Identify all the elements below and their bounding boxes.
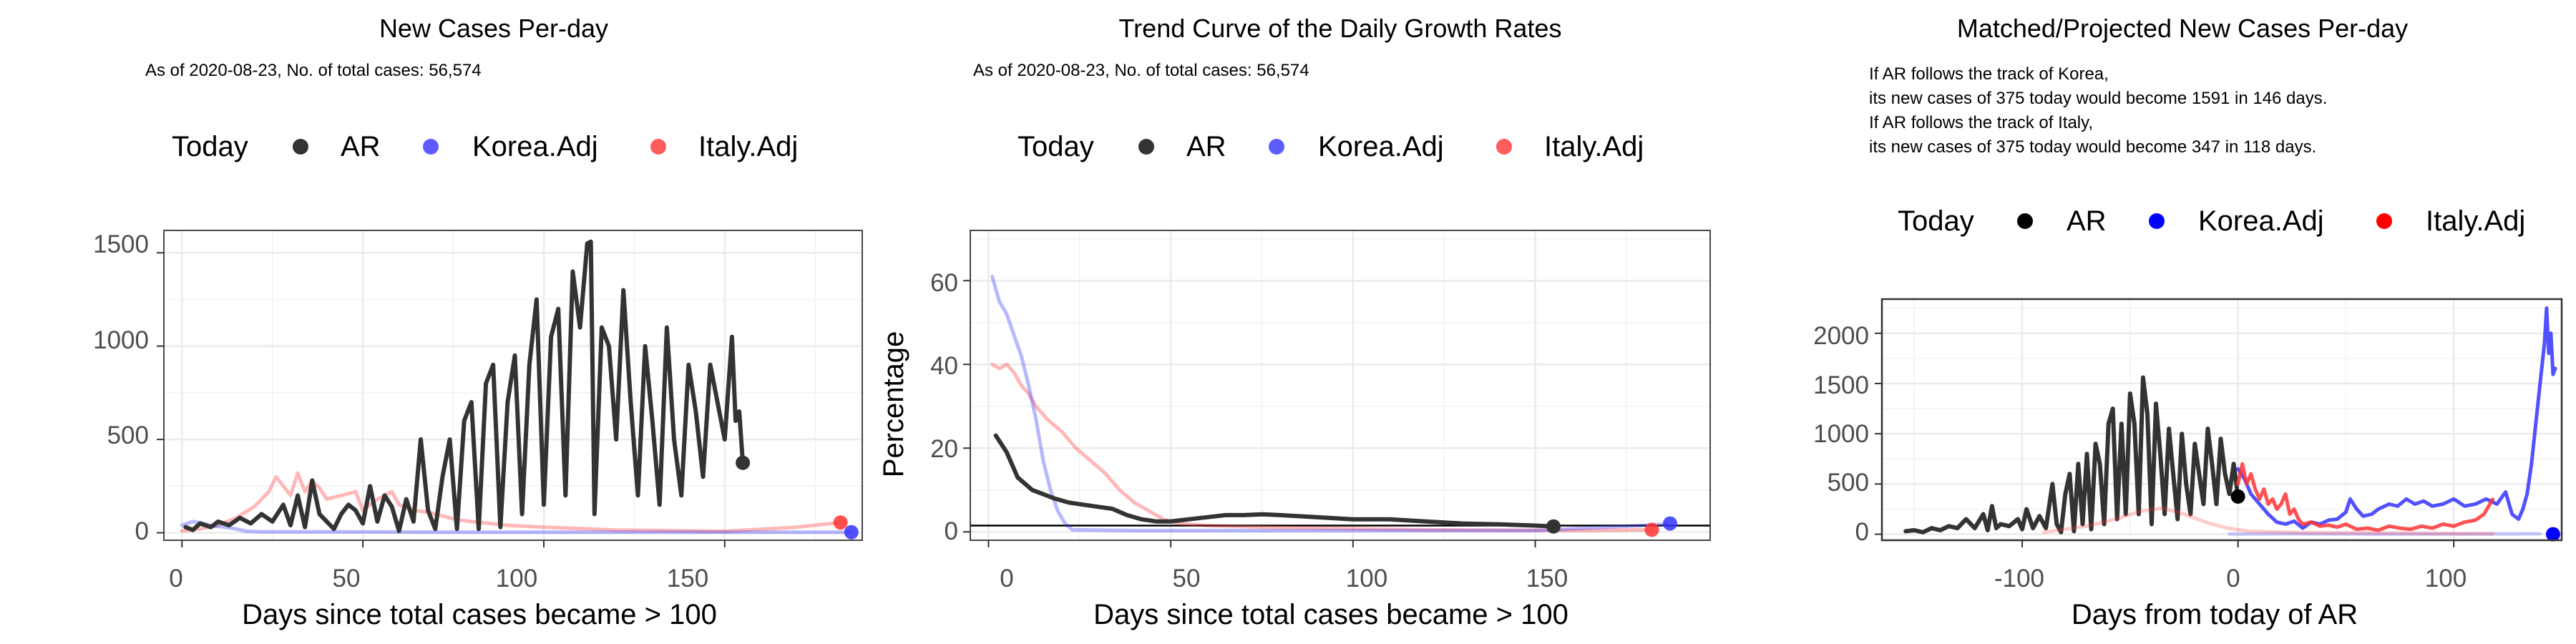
legend-label-ar: AR — [1186, 131, 1226, 162]
endpoint-marker-korea-adj — [844, 525, 859, 540]
legend-key-ar — [2017, 213, 2033, 229]
series-layer — [1903, 306, 2557, 536]
panel2-y-tick: 60 — [930, 269, 958, 297]
legend-label-korea: Korea.Adj — [472, 131, 598, 162]
panel3-x-tick: 100 — [2425, 565, 2467, 592]
panel2-x-tick: 0 — [1000, 565, 1013, 592]
plot-background — [970, 230, 1710, 540]
panel2-x-tick: 50 — [1173, 565, 1201, 592]
panel3-y-tick: 0 — [1855, 518, 1869, 546]
panel3-note: If AR follows the track of Italy, — [1869, 113, 2093, 132]
legend-label-ar: AR — [341, 131, 381, 162]
panel3-plot-area — [1875, 298, 2563, 547]
panel3-note: its new cases of 375 today would become … — [1869, 137, 2316, 157]
endpoint-marker-korea-adj — [2545, 527, 2560, 542]
series-line-ar — [183, 239, 746, 533]
plot-border — [970, 230, 1711, 541]
legend-title: Today — [1898, 205, 1974, 237]
legend-key-ar — [1138, 139, 1154, 155]
panel1-y-tick: 500 — [107, 421, 149, 449]
panel1-y-tick: 1500 — [93, 230, 149, 258]
panel1-x-tick: 100 — [496, 565, 537, 592]
legend-key-korea — [423, 139, 439, 155]
panel3-y-tick: 1000 — [1813, 420, 1869, 448]
panel1-subtitle: As of 2020-08-23, No. of total cases: 56… — [145, 61, 482, 80]
endpoint-marker-ar — [2230, 489, 2245, 504]
plot-background — [164, 230, 862, 540]
panel2-subtitle: As of 2020-08-23, No. of total cases: 56… — [973, 61, 1309, 80]
endpoint-marker-korea-adj — [1662, 516, 1677, 531]
series-line-italy-adj — [990, 362, 1654, 532]
panel3-y-tick: 500 — [1828, 469, 1869, 497]
panel-growth-rates: Trend Curve of the Daily Growth Rates As… — [878, 14, 1711, 630]
legend-key-italy — [650, 139, 666, 155]
panel2-x-tick: 100 — [1346, 565, 1387, 592]
endpoint-marker-ar — [736, 455, 751, 470]
series-layer — [970, 274, 1710, 532]
panel2-y-tick: 40 — [930, 352, 958, 380]
panel3-legend: Today AR Korea.Adj Italy.Adj — [1898, 205, 2525, 237]
endpoint-marker-ar — [1546, 519, 1561, 534]
panel2-y-tick: 20 — [930, 435, 958, 463]
panel2-title: Trend Curve of the Daily Growth Rates — [1119, 14, 1562, 43]
legend-label-italy: Italy.Adj — [2426, 205, 2525, 237]
panel3-y-tick: 1500 — [1813, 371, 1869, 399]
panel1-legend: Today AR Korea.Adj Italy.Adj — [172, 131, 798, 162]
legend-key-korea — [1269, 139, 1284, 155]
series-line-ar — [1903, 375, 2240, 535]
series-line-korea-adj — [2236, 306, 2557, 530]
panel3-note: If AR follows the track of Korea, — [1869, 64, 2109, 84]
endpoint-marker-italy-adj — [833, 515, 848, 530]
legend-key-ar — [293, 139, 308, 155]
panel1-y-tick: 1000 — [93, 326, 149, 354]
panel3-x-tick: 0 — [2226, 565, 2240, 592]
legend-title: Today — [172, 131, 248, 162]
legend-key-italy — [1496, 139, 1512, 155]
panel3-y-tick: 2000 — [1813, 322, 1869, 350]
panel-new-cases: New Cases Per-day As of 2020-08-23, No. … — [93, 14, 863, 630]
panel2-y-tick: 0 — [945, 517, 958, 545]
plot-border — [163, 230, 863, 541]
series-layer — [180, 239, 854, 535]
panel1-x-tick: 50 — [333, 565, 361, 592]
legend-label-korea: Korea.Adj — [1318, 131, 1444, 162]
legend-label-italy: Italy.Adj — [698, 131, 798, 162]
panel1-x-tick: 0 — [169, 565, 182, 592]
series-line-italy-adj — [180, 471, 843, 533]
panel3-x-tick: -100 — [1994, 565, 2044, 592]
panel2-legend: Today AR Korea.Adj Italy.Adj — [1018, 131, 1644, 162]
legend-key-italy — [2376, 213, 2392, 229]
panel3-x-axis-label: Days from today of AR — [2072, 599, 2358, 630]
legend-title: Today — [1018, 131, 1094, 162]
series-line-italy-adj — [2236, 462, 2494, 532]
legend-label-ar: AR — [2067, 205, 2107, 237]
legend-label-korea: Korea.Adj — [2198, 205, 2324, 237]
series-line-korea-adj — [990, 274, 1669, 532]
panel1-title: New Cases Per-day — [379, 14, 608, 43]
panel2-y-axis-label: Percentage — [878, 331, 909, 478]
panel2-plot-area — [963, 230, 1711, 547]
panel1-y-tick: 0 — [135, 517, 149, 545]
panel1-x-tick: 150 — [667, 565, 708, 592]
series-line-italy-adj-faded- — [2041, 506, 2494, 536]
panel2-x-tick: 150 — [1526, 565, 1568, 592]
plot-border — [1880, 298, 2563, 542]
panel3-note: its new cases of 375 today would become … — [1869, 89, 2327, 108]
panel-matched-projected: Matched/Projected New Cases Per-day If A… — [1813, 14, 2563, 630]
panel2-x-axis-label: Days since total cases became > 100 — [1093, 599, 1568, 630]
series-line-ar — [993, 433, 1556, 529]
panel1-plot-area — [157, 230, 863, 547]
panel3-title: Matched/Projected New Cases Per-day — [1957, 14, 2408, 43]
endpoint-marker-italy-adj — [1644, 522, 1659, 537]
panel1-x-axis-label: Days since total cases became > 100 — [242, 599, 717, 630]
legend-label-italy: Italy.Adj — [1544, 131, 1644, 162]
legend-key-korea — [2149, 213, 2165, 229]
